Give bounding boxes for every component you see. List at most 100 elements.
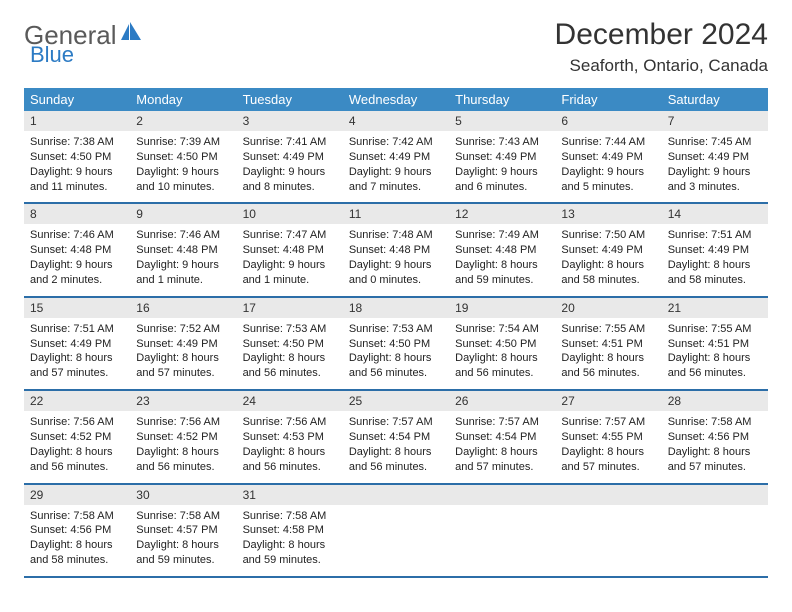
weekday-header: Monday	[130, 88, 236, 111]
day-body: Sunrise: 7:46 AMSunset: 4:48 PMDaylight:…	[130, 224, 236, 295]
day-number: 16	[130, 298, 236, 318]
day-body: Sunrise: 7:45 AMSunset: 4:49 PMDaylight:…	[662, 131, 768, 202]
day-number: 11	[343, 204, 449, 224]
calendar-cell: 7Sunrise: 7:45 AMSunset: 4:49 PMDaylight…	[662, 111, 768, 203]
day-number: 30	[130, 485, 236, 505]
brand-sub: Blue	[30, 42, 74, 68]
calendar-cell: 3Sunrise: 7:41 AMSunset: 4:49 PMDaylight…	[237, 111, 343, 203]
calendar-cell: 28Sunrise: 7:58 AMSunset: 4:56 PMDayligh…	[662, 390, 768, 483]
calendar-cell: 30Sunrise: 7:58 AMSunset: 4:57 PMDayligh…	[130, 484, 236, 577]
day-body: Sunrise: 7:47 AMSunset: 4:48 PMDaylight:…	[237, 224, 343, 295]
day-body: Sunrise: 7:58 AMSunset: 4:56 PMDaylight:…	[662, 411, 768, 482]
day-number: 17	[237, 298, 343, 318]
day-number: 19	[449, 298, 555, 318]
day-number: 14	[662, 204, 768, 224]
calendar-cell: 18Sunrise: 7:53 AMSunset: 4:50 PMDayligh…	[343, 297, 449, 390]
day-body: Sunrise: 7:41 AMSunset: 4:49 PMDaylight:…	[237, 131, 343, 202]
calendar-cell: 1Sunrise: 7:38 AMSunset: 4:50 PMDaylight…	[24, 111, 130, 203]
day-body: Sunrise: 7:42 AMSunset: 4:49 PMDaylight:…	[343, 131, 449, 202]
calendar-cell: 27Sunrise: 7:57 AMSunset: 4:55 PMDayligh…	[555, 390, 661, 483]
day-body: Sunrise: 7:56 AMSunset: 4:53 PMDaylight:…	[237, 411, 343, 482]
calendar-cell: 29Sunrise: 7:58 AMSunset: 4:56 PMDayligh…	[24, 484, 130, 577]
day-body: Sunrise: 7:57 AMSunset: 4:54 PMDaylight:…	[343, 411, 449, 482]
day-number: 9	[130, 204, 236, 224]
day-body: Sunrise: 7:53 AMSunset: 4:50 PMDaylight:…	[343, 318, 449, 389]
day-body: Sunrise: 7:52 AMSunset: 4:49 PMDaylight:…	[130, 318, 236, 389]
day-number: 8	[24, 204, 130, 224]
day-body: Sunrise: 7:44 AMSunset: 4:49 PMDaylight:…	[555, 131, 661, 202]
weekday-header: Sunday	[24, 88, 130, 111]
calendar-cell	[449, 484, 555, 577]
calendar-cell: 22Sunrise: 7:56 AMSunset: 4:52 PMDayligh…	[24, 390, 130, 483]
day-number: 12	[449, 204, 555, 224]
day-number: 18	[343, 298, 449, 318]
day-number: 1	[24, 111, 130, 131]
day-number: 27	[555, 391, 661, 411]
day-number: 20	[555, 298, 661, 318]
day-body: Sunrise: 7:54 AMSunset: 4:50 PMDaylight:…	[449, 318, 555, 389]
day-number: 13	[555, 204, 661, 224]
day-body: Sunrise: 7:51 AMSunset: 4:49 PMDaylight:…	[662, 224, 768, 295]
calendar-cell: 24Sunrise: 7:56 AMSunset: 4:53 PMDayligh…	[237, 390, 343, 483]
calendar-cell: 13Sunrise: 7:50 AMSunset: 4:49 PMDayligh…	[555, 203, 661, 296]
calendar-cell: 26Sunrise: 7:57 AMSunset: 4:54 PMDayligh…	[449, 390, 555, 483]
calendar-cell	[662, 484, 768, 577]
day-body: Sunrise: 7:55 AMSunset: 4:51 PMDaylight:…	[555, 318, 661, 389]
day-number: 4	[343, 111, 449, 131]
calendar-cell: 31Sunrise: 7:58 AMSunset: 4:58 PMDayligh…	[237, 484, 343, 577]
day-body: Sunrise: 7:38 AMSunset: 4:50 PMDaylight:…	[24, 131, 130, 202]
day-number: 2	[130, 111, 236, 131]
calendar-cell: 21Sunrise: 7:55 AMSunset: 4:51 PMDayligh…	[662, 297, 768, 390]
calendar-cell	[555, 484, 661, 577]
day-number: 6	[555, 111, 661, 131]
weekday-header: Tuesday	[237, 88, 343, 111]
day-body: Sunrise: 7:50 AMSunset: 4:49 PMDaylight:…	[555, 224, 661, 295]
day-number: 29	[24, 485, 130, 505]
logo-sail-icon	[121, 22, 143, 47]
day-number: 10	[237, 204, 343, 224]
day-body: Sunrise: 7:43 AMSunset: 4:49 PMDaylight:…	[449, 131, 555, 202]
weekday-header: Wednesday	[343, 88, 449, 111]
calendar-cell: 6Sunrise: 7:44 AMSunset: 4:49 PMDaylight…	[555, 111, 661, 203]
day-body: Sunrise: 7:55 AMSunset: 4:51 PMDaylight:…	[662, 318, 768, 389]
weekday-header: Friday	[555, 88, 661, 111]
calendar-cell: 14Sunrise: 7:51 AMSunset: 4:49 PMDayligh…	[662, 203, 768, 296]
day-number: 5	[449, 111, 555, 131]
calendar-cell: 20Sunrise: 7:55 AMSunset: 4:51 PMDayligh…	[555, 297, 661, 390]
day-body: Sunrise: 7:58 AMSunset: 4:57 PMDaylight:…	[130, 505, 236, 576]
day-body: Sunrise: 7:39 AMSunset: 4:50 PMDaylight:…	[130, 131, 236, 202]
day-number: 15	[24, 298, 130, 318]
calendar-cell: 23Sunrise: 7:56 AMSunset: 4:52 PMDayligh…	[130, 390, 236, 483]
day-number: 31	[237, 485, 343, 505]
day-number: 3	[237, 111, 343, 131]
calendar-cell: 17Sunrise: 7:53 AMSunset: 4:50 PMDayligh…	[237, 297, 343, 390]
weekday-header: Saturday	[662, 88, 768, 111]
day-body: Sunrise: 7:48 AMSunset: 4:48 PMDaylight:…	[343, 224, 449, 295]
calendar-cell: 5Sunrise: 7:43 AMSunset: 4:49 PMDaylight…	[449, 111, 555, 203]
day-body: Sunrise: 7:49 AMSunset: 4:48 PMDaylight:…	[449, 224, 555, 295]
calendar-cell: 11Sunrise: 7:48 AMSunset: 4:48 PMDayligh…	[343, 203, 449, 296]
location-subtitle: Seaforth, Ontario, Canada	[555, 56, 768, 76]
calendar-cell: 16Sunrise: 7:52 AMSunset: 4:49 PMDayligh…	[130, 297, 236, 390]
month-title: December 2024	[555, 18, 768, 52]
day-number: 25	[343, 391, 449, 411]
day-number: 22	[24, 391, 130, 411]
calendar-cell: 25Sunrise: 7:57 AMSunset: 4:54 PMDayligh…	[343, 390, 449, 483]
calendar-cell: 9Sunrise: 7:46 AMSunset: 4:48 PMDaylight…	[130, 203, 236, 296]
day-number: 28	[662, 391, 768, 411]
calendar-cell: 8Sunrise: 7:46 AMSunset: 4:48 PMDaylight…	[24, 203, 130, 296]
day-body: Sunrise: 7:57 AMSunset: 4:54 PMDaylight:…	[449, 411, 555, 482]
day-number: 24	[237, 391, 343, 411]
day-body: Sunrise: 7:56 AMSunset: 4:52 PMDaylight:…	[130, 411, 236, 482]
day-body: Sunrise: 7:51 AMSunset: 4:49 PMDaylight:…	[24, 318, 130, 389]
calendar-cell: 4Sunrise: 7:42 AMSunset: 4:49 PMDaylight…	[343, 111, 449, 203]
calendar-cell: 15Sunrise: 7:51 AMSunset: 4:49 PMDayligh…	[24, 297, 130, 390]
calendar-cell: 10Sunrise: 7:47 AMSunset: 4:48 PMDayligh…	[237, 203, 343, 296]
day-number: 23	[130, 391, 236, 411]
day-body: Sunrise: 7:56 AMSunset: 4:52 PMDaylight:…	[24, 411, 130, 482]
day-body: Sunrise: 7:46 AMSunset: 4:48 PMDaylight:…	[24, 224, 130, 295]
day-body: Sunrise: 7:58 AMSunset: 4:58 PMDaylight:…	[237, 505, 343, 576]
day-body: Sunrise: 7:53 AMSunset: 4:50 PMDaylight:…	[237, 318, 343, 389]
calendar-cell	[343, 484, 449, 577]
calendar-cell: 12Sunrise: 7:49 AMSunset: 4:48 PMDayligh…	[449, 203, 555, 296]
